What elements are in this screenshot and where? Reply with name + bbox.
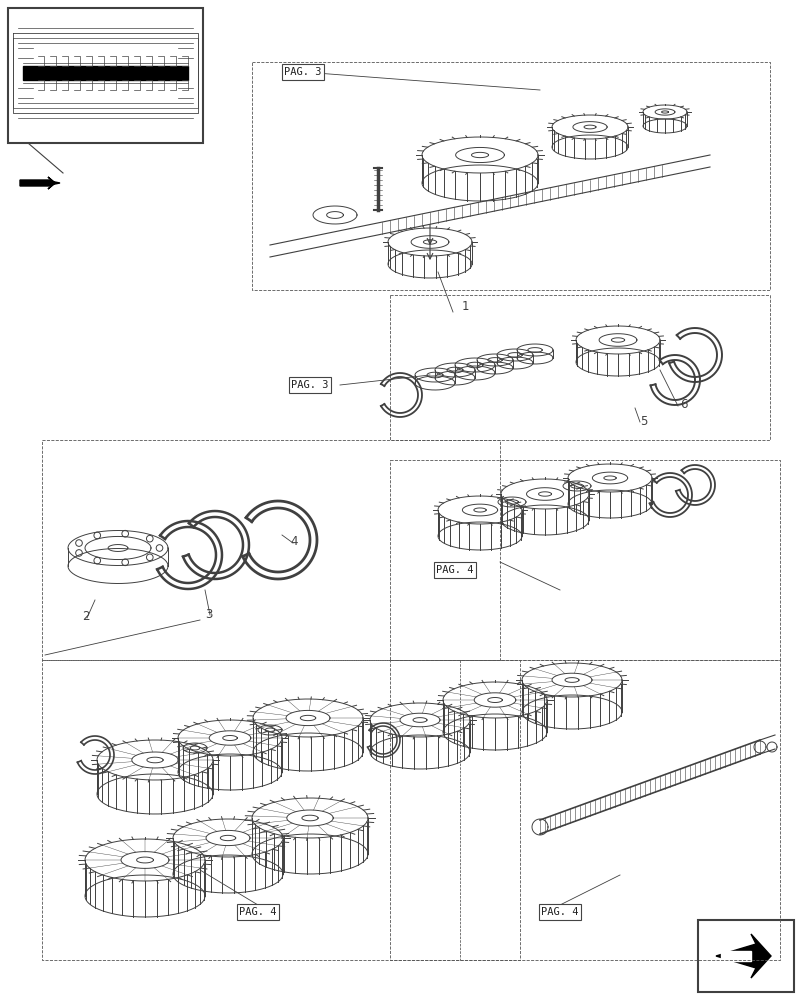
Text: 6: 6	[679, 398, 687, 411]
Text: PAG. 4: PAG. 4	[239, 907, 277, 917]
Polygon shape	[20, 180, 60, 186]
Text: PAG. 4: PAG. 4	[436, 565, 473, 575]
Bar	[8, 8, 203, 143]
Polygon shape	[20, 177, 55, 189]
Polygon shape	[23, 66, 188, 80]
Text: PAG. 3: PAG. 3	[291, 380, 328, 390]
Polygon shape	[715, 934, 770, 978]
Polygon shape	[720, 951, 750, 961]
Text: 2: 2	[82, 610, 89, 623]
Text: PAG. 3: PAG. 3	[284, 67, 321, 77]
Text: 4: 4	[290, 535, 297, 548]
Text: 3: 3	[204, 608, 212, 621]
Text: 5: 5	[639, 415, 646, 428]
Text: 1: 1	[461, 300, 469, 313]
Bar	[697, 920, 793, 992]
Text: PAG. 4: PAG. 4	[541, 907, 578, 917]
